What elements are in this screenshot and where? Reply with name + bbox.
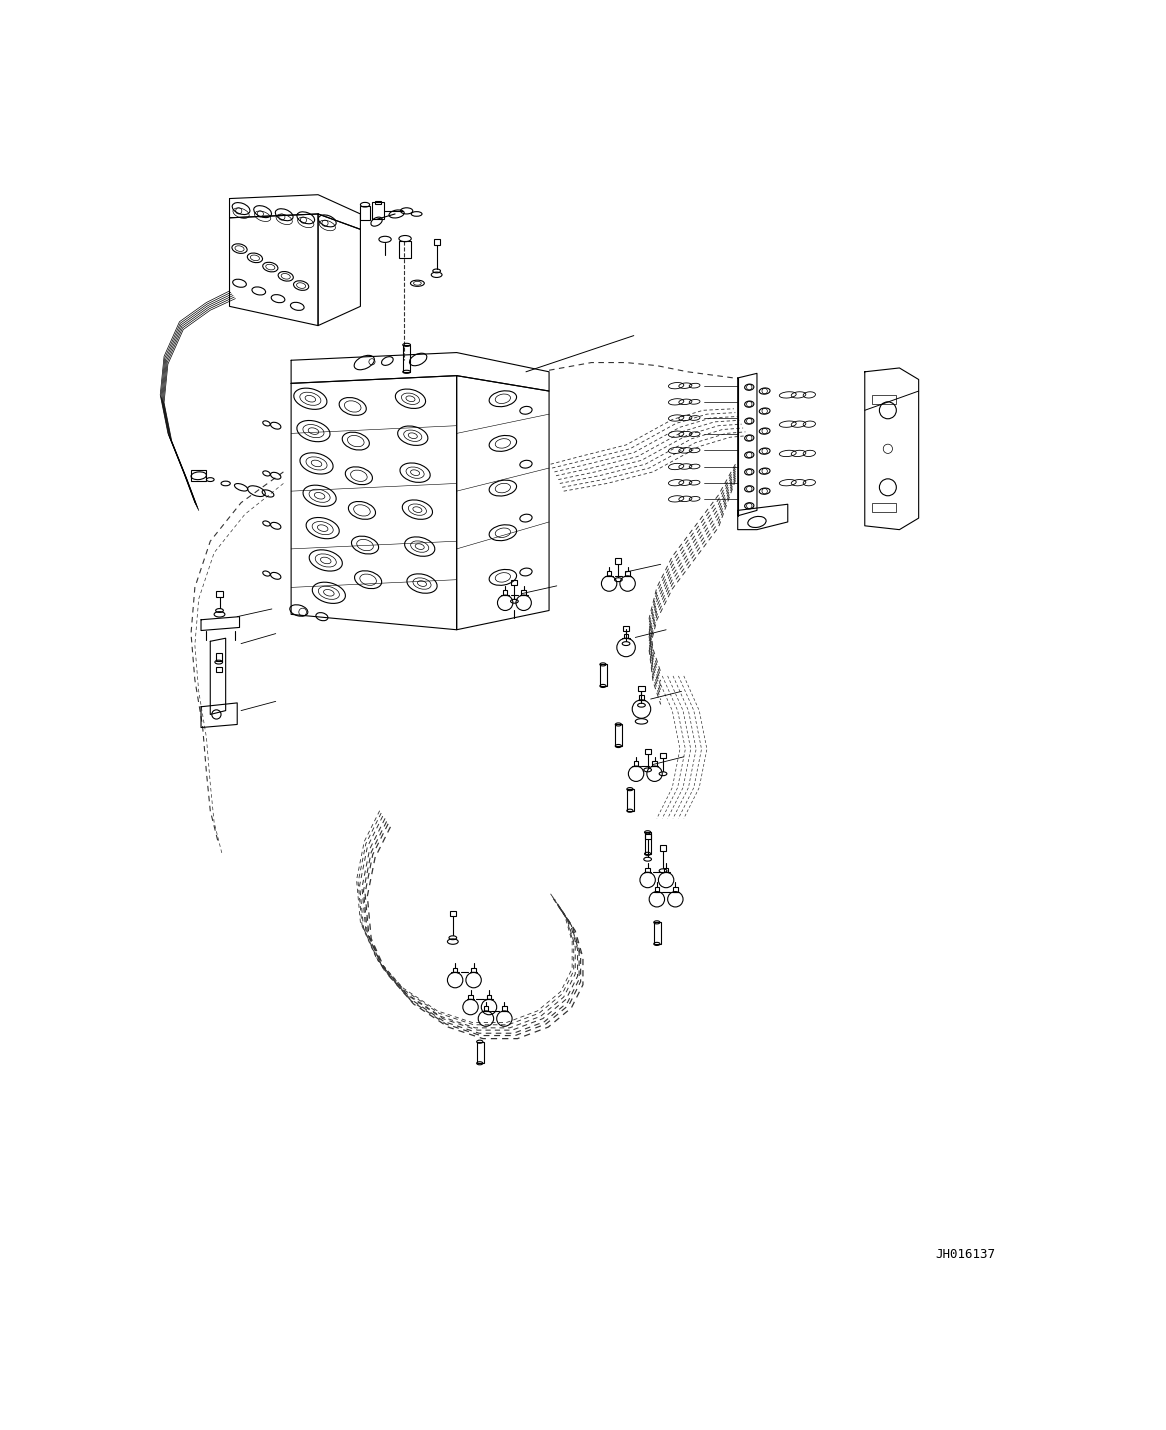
Bar — [484, 1007, 489, 1011]
Bar — [452, 968, 457, 972]
Bar — [616, 558, 621, 563]
Bar — [486, 995, 491, 1000]
Bar — [216, 666, 222, 672]
Bar — [217, 591, 223, 596]
Bar — [616, 725, 623, 746]
Bar — [477, 1041, 484, 1064]
Bar — [660, 845, 666, 851]
Bar — [216, 654, 222, 661]
Bar — [372, 203, 385, 219]
Bar — [624, 633, 628, 638]
Bar — [663, 868, 668, 872]
Bar — [450, 911, 456, 917]
Bar — [660, 754, 666, 758]
Bar — [402, 345, 410, 372]
Bar — [645, 834, 651, 839]
Bar — [645, 868, 649, 872]
Bar — [503, 591, 507, 595]
Bar — [639, 695, 644, 699]
Bar — [512, 579, 518, 585]
Bar — [634, 761, 639, 766]
Bar — [623, 626, 630, 631]
Bar — [627, 789, 634, 811]
Bar — [375, 200, 381, 204]
Bar — [521, 591, 526, 595]
Bar — [606, 571, 611, 576]
Bar — [645, 749, 651, 755]
Bar — [652, 761, 656, 766]
Bar — [673, 887, 677, 891]
Bar — [360, 206, 370, 220]
Bar — [469, 995, 473, 1000]
Bar — [654, 922, 661, 944]
Text: JH016137: JH016137 — [935, 1248, 995, 1261]
Bar — [471, 968, 476, 972]
Bar — [503, 1007, 507, 1011]
Bar — [434, 239, 440, 245]
Bar — [638, 686, 645, 691]
Bar — [599, 665, 606, 686]
Bar — [872, 503, 895, 512]
Bar — [654, 887, 659, 891]
Bar — [872, 395, 895, 405]
Bar — [645, 832, 652, 854]
Bar — [399, 240, 412, 257]
Bar — [625, 571, 630, 576]
Bar — [191, 470, 206, 480]
